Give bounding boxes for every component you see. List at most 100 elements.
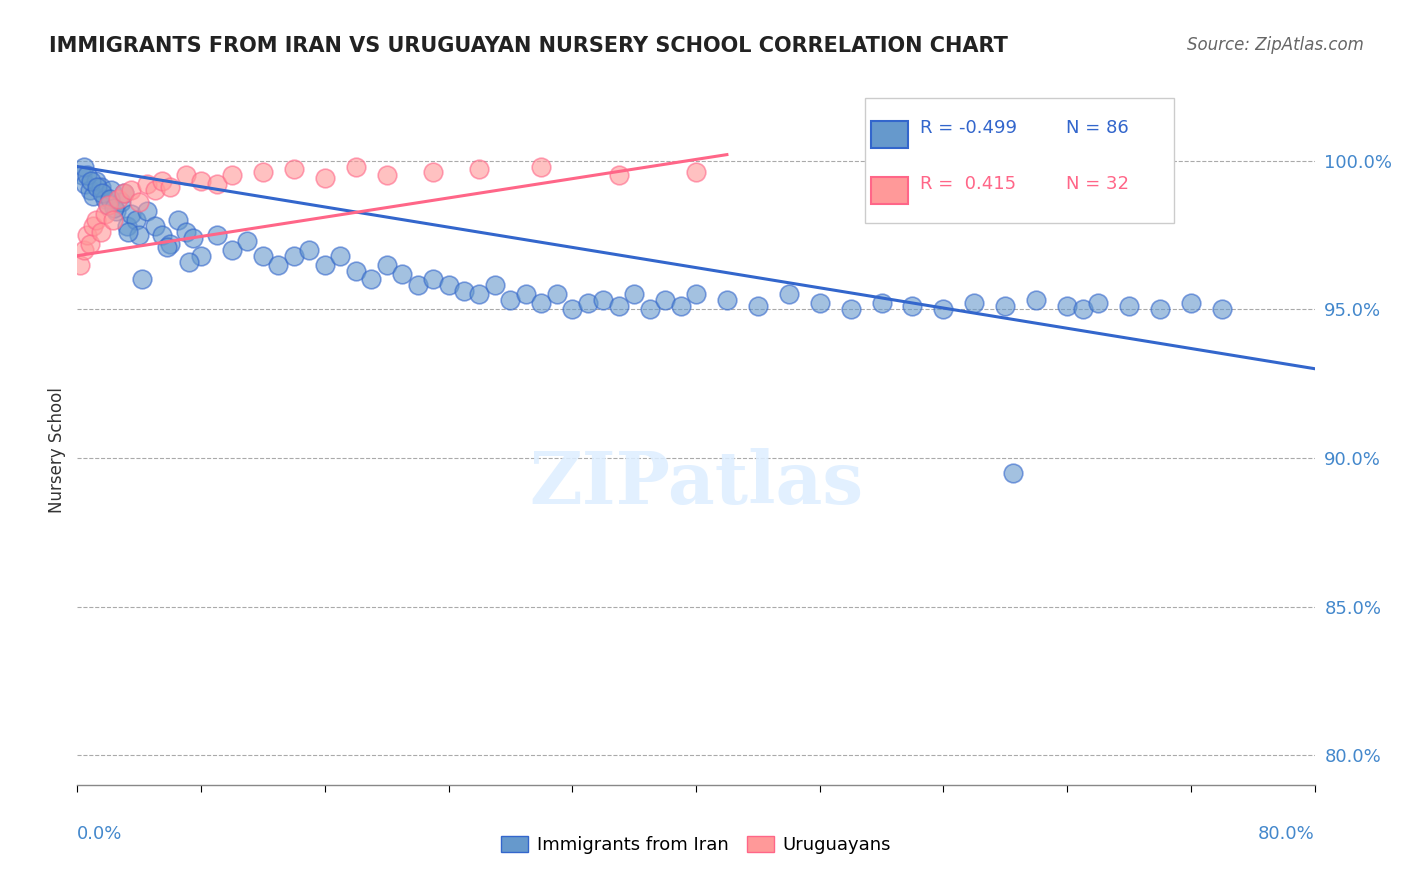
Point	[79, 183, 101, 197]
Text: 80.0%: 80.0%	[1258, 825, 1315, 843]
Point	[76, 227, 98, 242]
Point	[267, 258, 290, 272]
Point	[468, 162, 491, 177]
Point	[576, 296, 599, 310]
Point	[391, 267, 413, 281]
Point	[344, 263, 367, 277]
Point	[112, 186, 135, 201]
Point	[136, 178, 159, 192]
Point	[592, 293, 614, 308]
Point	[546, 287, 568, 301]
Point	[963, 296, 986, 310]
Point	[252, 165, 274, 179]
Point	[72, 160, 94, 174]
Text: 0.0%: 0.0%	[77, 825, 122, 843]
Point	[82, 189, 104, 203]
FancyBboxPatch shape	[870, 177, 908, 204]
Point	[90, 225, 112, 239]
Point	[607, 299, 630, 313]
Text: N = 32: N = 32	[1066, 176, 1129, 194]
Point	[110, 195, 132, 210]
Point	[131, 272, 153, 286]
Point	[778, 287, 800, 301]
Point	[94, 207, 117, 221]
Point	[221, 169, 243, 183]
Point	[314, 171, 336, 186]
Point	[422, 165, 444, 179]
Point	[143, 219, 166, 233]
Point	[167, 213, 190, 227]
Point	[72, 243, 94, 257]
Point	[112, 186, 135, 201]
Point	[205, 178, 228, 192]
Point	[183, 231, 205, 245]
Point	[716, 293, 738, 308]
Point	[177, 254, 200, 268]
Point	[1087, 296, 1109, 310]
Point	[190, 249, 212, 263]
Point	[422, 272, 444, 286]
Point	[1180, 296, 1202, 310]
Point	[121, 183, 143, 197]
Point	[808, 296, 831, 310]
Point	[90, 180, 112, 194]
Point	[283, 249, 305, 263]
Point	[1071, 302, 1094, 317]
Point	[406, 278, 429, 293]
Point	[91, 186, 114, 201]
Point	[344, 160, 367, 174]
Point	[453, 285, 475, 299]
Point	[152, 174, 174, 188]
Point	[1002, 466, 1025, 480]
Point	[94, 192, 117, 206]
Point	[236, 234, 259, 248]
Point	[159, 180, 181, 194]
Point	[685, 287, 707, 301]
Point	[669, 299, 692, 313]
FancyBboxPatch shape	[870, 120, 908, 148]
Text: ZIPatlas: ZIPatlas	[529, 449, 863, 519]
Point	[115, 219, 138, 233]
Point	[84, 174, 107, 188]
Point	[375, 169, 398, 183]
Point	[152, 227, 174, 242]
Point	[174, 169, 197, 183]
Text: N = 86: N = 86	[1066, 120, 1129, 137]
Point	[107, 192, 129, 206]
Point	[76, 169, 98, 183]
Point	[685, 165, 707, 179]
Point	[75, 178, 96, 192]
Point	[69, 258, 91, 272]
Point	[1025, 293, 1047, 308]
Point	[839, 302, 862, 317]
Point	[654, 293, 676, 308]
Point	[530, 296, 553, 310]
Point	[607, 169, 630, 183]
Point	[128, 227, 150, 242]
Point	[530, 160, 553, 174]
Point	[298, 243, 321, 257]
FancyBboxPatch shape	[865, 98, 1174, 223]
Text: R = -0.499: R = -0.499	[921, 120, 1018, 137]
Point	[437, 278, 460, 293]
Text: IMMIGRANTS FROM IRAN VS URUGUAYAN NURSERY SCHOOL CORRELATION CHART: IMMIGRANTS FROM IRAN VS URUGUAYAN NURSER…	[49, 36, 1008, 55]
Point	[97, 198, 120, 212]
Point	[100, 183, 122, 197]
Point	[82, 219, 104, 233]
Text: Source: ZipAtlas.com: Source: ZipAtlas.com	[1187, 36, 1364, 54]
Point	[638, 302, 661, 317]
Point	[468, 287, 491, 301]
Point	[561, 302, 583, 317]
Y-axis label: Nursery School: Nursery School	[48, 387, 66, 514]
Point	[80, 174, 103, 188]
Point	[314, 258, 336, 272]
Point	[870, 296, 893, 310]
Point	[136, 204, 159, 219]
Point	[252, 249, 274, 263]
Point	[499, 293, 522, 308]
Point	[994, 299, 1017, 313]
Point	[128, 195, 150, 210]
Point	[101, 213, 124, 227]
Point	[143, 183, 166, 197]
Point	[70, 169, 93, 183]
